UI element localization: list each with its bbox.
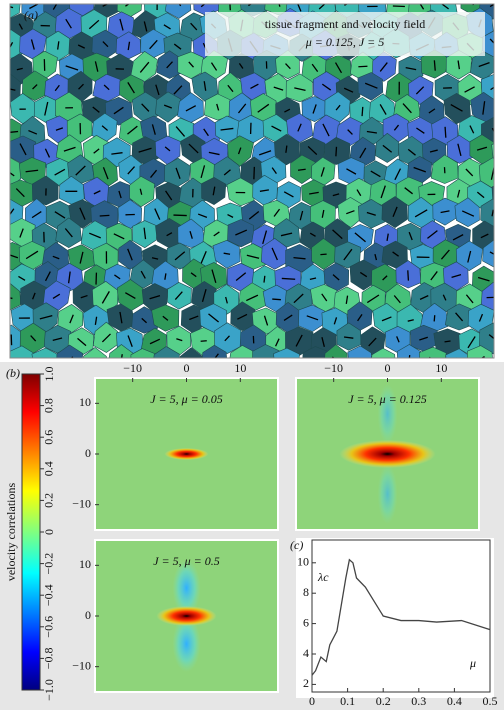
x-tick-label: 0.3 [411, 694, 426, 708]
colorbar-tick-label: −1.0 [42, 679, 56, 701]
y-tick-label: 6 [303, 615, 309, 629]
heatmap-peak [157, 606, 217, 626]
velocity-arrow [393, 6, 405, 7]
x-tick-label: 0.5 [483, 694, 498, 708]
heatmap-lobe [378, 464, 398, 524]
velocity-arrow [100, 215, 110, 216]
colorbar-tick-label: 1.0 [42, 367, 56, 382]
velocity-arrow [282, 278, 295, 279]
velocity-arrow [408, 270, 409, 280]
y-tick-label: 2 [303, 676, 309, 690]
velocity-arrow [362, 107, 363, 116]
tissue-image [0, 0, 504, 379]
y-axis-label: λc [317, 570, 329, 584]
x-tick-label: 0 [184, 361, 190, 375]
velocity-arrow [434, 60, 435, 70]
x-tick-label: 10 [234, 361, 246, 375]
y-tick-label: 4 [303, 646, 309, 660]
velocity-arrow [434, 315, 435, 321]
panel-title: tissue fragment and velocity field [265, 17, 426, 31]
panel-subtitle: μ = 0.125, J = 5 [305, 35, 385, 49]
x-tick-label: 0.4 [447, 694, 462, 708]
x-axis-label: μ [469, 656, 476, 670]
y-tick-label: 0 [85, 608, 91, 622]
colorbar-tick-label: 0.2 [42, 493, 56, 508]
colorbar-tick-label: −0.2 [42, 553, 56, 575]
panel-label: (c) [290, 538, 303, 552]
y-tick-label: 10 [79, 395, 91, 409]
colorbar-tick-label: 0.6 [42, 430, 56, 445]
heatmap-peak [165, 448, 209, 460]
y-tick-label: 8 [303, 585, 309, 599]
y-tick-label: 10 [297, 555, 309, 569]
heatmap-title: J = 5, μ = 0.125 [348, 392, 427, 406]
colorbar-tick-label: −0.8 [42, 648, 56, 670]
x-tick-label: −10 [123, 361, 142, 375]
heatmap-title: J = 5, μ = 0.5 [153, 554, 220, 568]
heatmap-peak [340, 440, 436, 468]
colorbar-tick-label: −0.6 [42, 616, 56, 638]
velocity-arrow [358, 66, 367, 67]
x-tick-label: 0 [385, 361, 391, 375]
panel-c-background [296, 538, 494, 698]
colorbar [22, 374, 40, 690]
heatmap-title: J = 5, μ = 0.05 [150, 392, 223, 406]
velocity-arrow [445, 341, 451, 342]
colorbar-tick-label: 0.4 [42, 461, 56, 476]
panel-label: (a) [24, 8, 38, 22]
panel-label: (b) [6, 366, 20, 380]
x-tick-label: 10 [435, 361, 447, 375]
x-tick-label: 0.1 [340, 694, 355, 708]
colorbar-tick-label: −0.4 [42, 584, 56, 606]
colorbar-tick-label: 0.8 [42, 398, 56, 413]
velocity-arrow [173, 215, 186, 216]
x-tick-label: 0.2 [376, 694, 391, 708]
velocity-arrow [445, 127, 446, 138]
velocity-arrow [336, 147, 337, 156]
y-tick-label: −10 [72, 658, 91, 672]
y-tick-label: 10 [79, 557, 91, 571]
x-tick-label: 0 [309, 694, 315, 708]
y-tick-label: 0 [85, 446, 91, 460]
x-tick-label: −10 [324, 361, 343, 375]
velocity-arrow [264, 276, 265, 283]
colorbar-tick-label: 0 [42, 529, 56, 535]
colorbar-label: velocity correlations [4, 483, 18, 582]
y-tick-label: −10 [72, 496, 91, 510]
velocity-arrow [272, 299, 281, 300]
